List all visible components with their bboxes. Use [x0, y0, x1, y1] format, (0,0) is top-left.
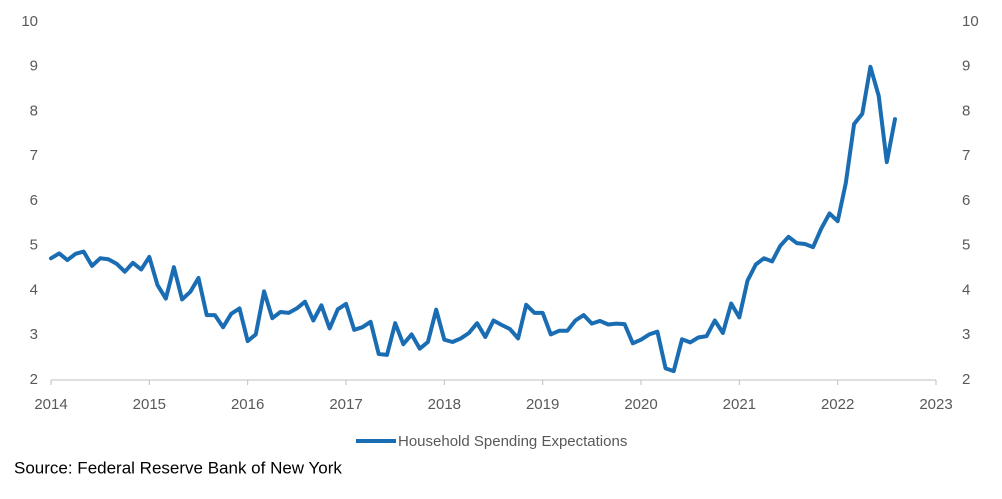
legend-label: Household Spending Expectations	[398, 433, 627, 450]
x-tick-label: 2020	[624, 396, 657, 413]
y-tick-label: 7	[30, 147, 38, 164]
y2-tick-label: 10	[962, 13, 979, 30]
x-tick-label: 2017	[329, 396, 362, 413]
y-tick-label: 8	[30, 102, 38, 119]
y-tick-label: 6	[30, 192, 38, 209]
x-tick-label: 2015	[133, 396, 166, 413]
y-tick-label: 5	[30, 237, 38, 254]
y-tick-label: 9	[30, 58, 38, 75]
x-tick-label: 2021	[723, 396, 756, 413]
y2-tick-label: 6	[962, 192, 970, 209]
y2-tick-label: 8	[962, 102, 970, 119]
y-tick-label: 3	[30, 326, 38, 343]
x-tick-label: 2018	[428, 396, 461, 413]
x-tick-label: 2014	[34, 396, 67, 413]
line-series	[49, 64, 897, 374]
y-tick-label: 10	[21, 13, 38, 30]
y2-tick-label: 5	[962, 237, 970, 254]
y-tick-label: 4	[30, 281, 38, 298]
y2-tick-label: 4	[962, 281, 970, 298]
x-tick-label: 2016	[231, 396, 264, 413]
x-tick-label: 2023	[919, 396, 952, 413]
y-tick-label: 2	[30, 371, 38, 388]
x-tick-label: 2019	[526, 396, 559, 413]
y2-tick-label: 2	[962, 371, 970, 388]
x-tick-label: 2022	[821, 396, 854, 413]
y2-tick-label: 3	[962, 326, 970, 343]
y2-tick-label: 7	[962, 147, 970, 164]
source-note: Source: Federal Reserve Bank of New York	[14, 458, 342, 477]
y2-tick-label: 9	[962, 58, 970, 75]
